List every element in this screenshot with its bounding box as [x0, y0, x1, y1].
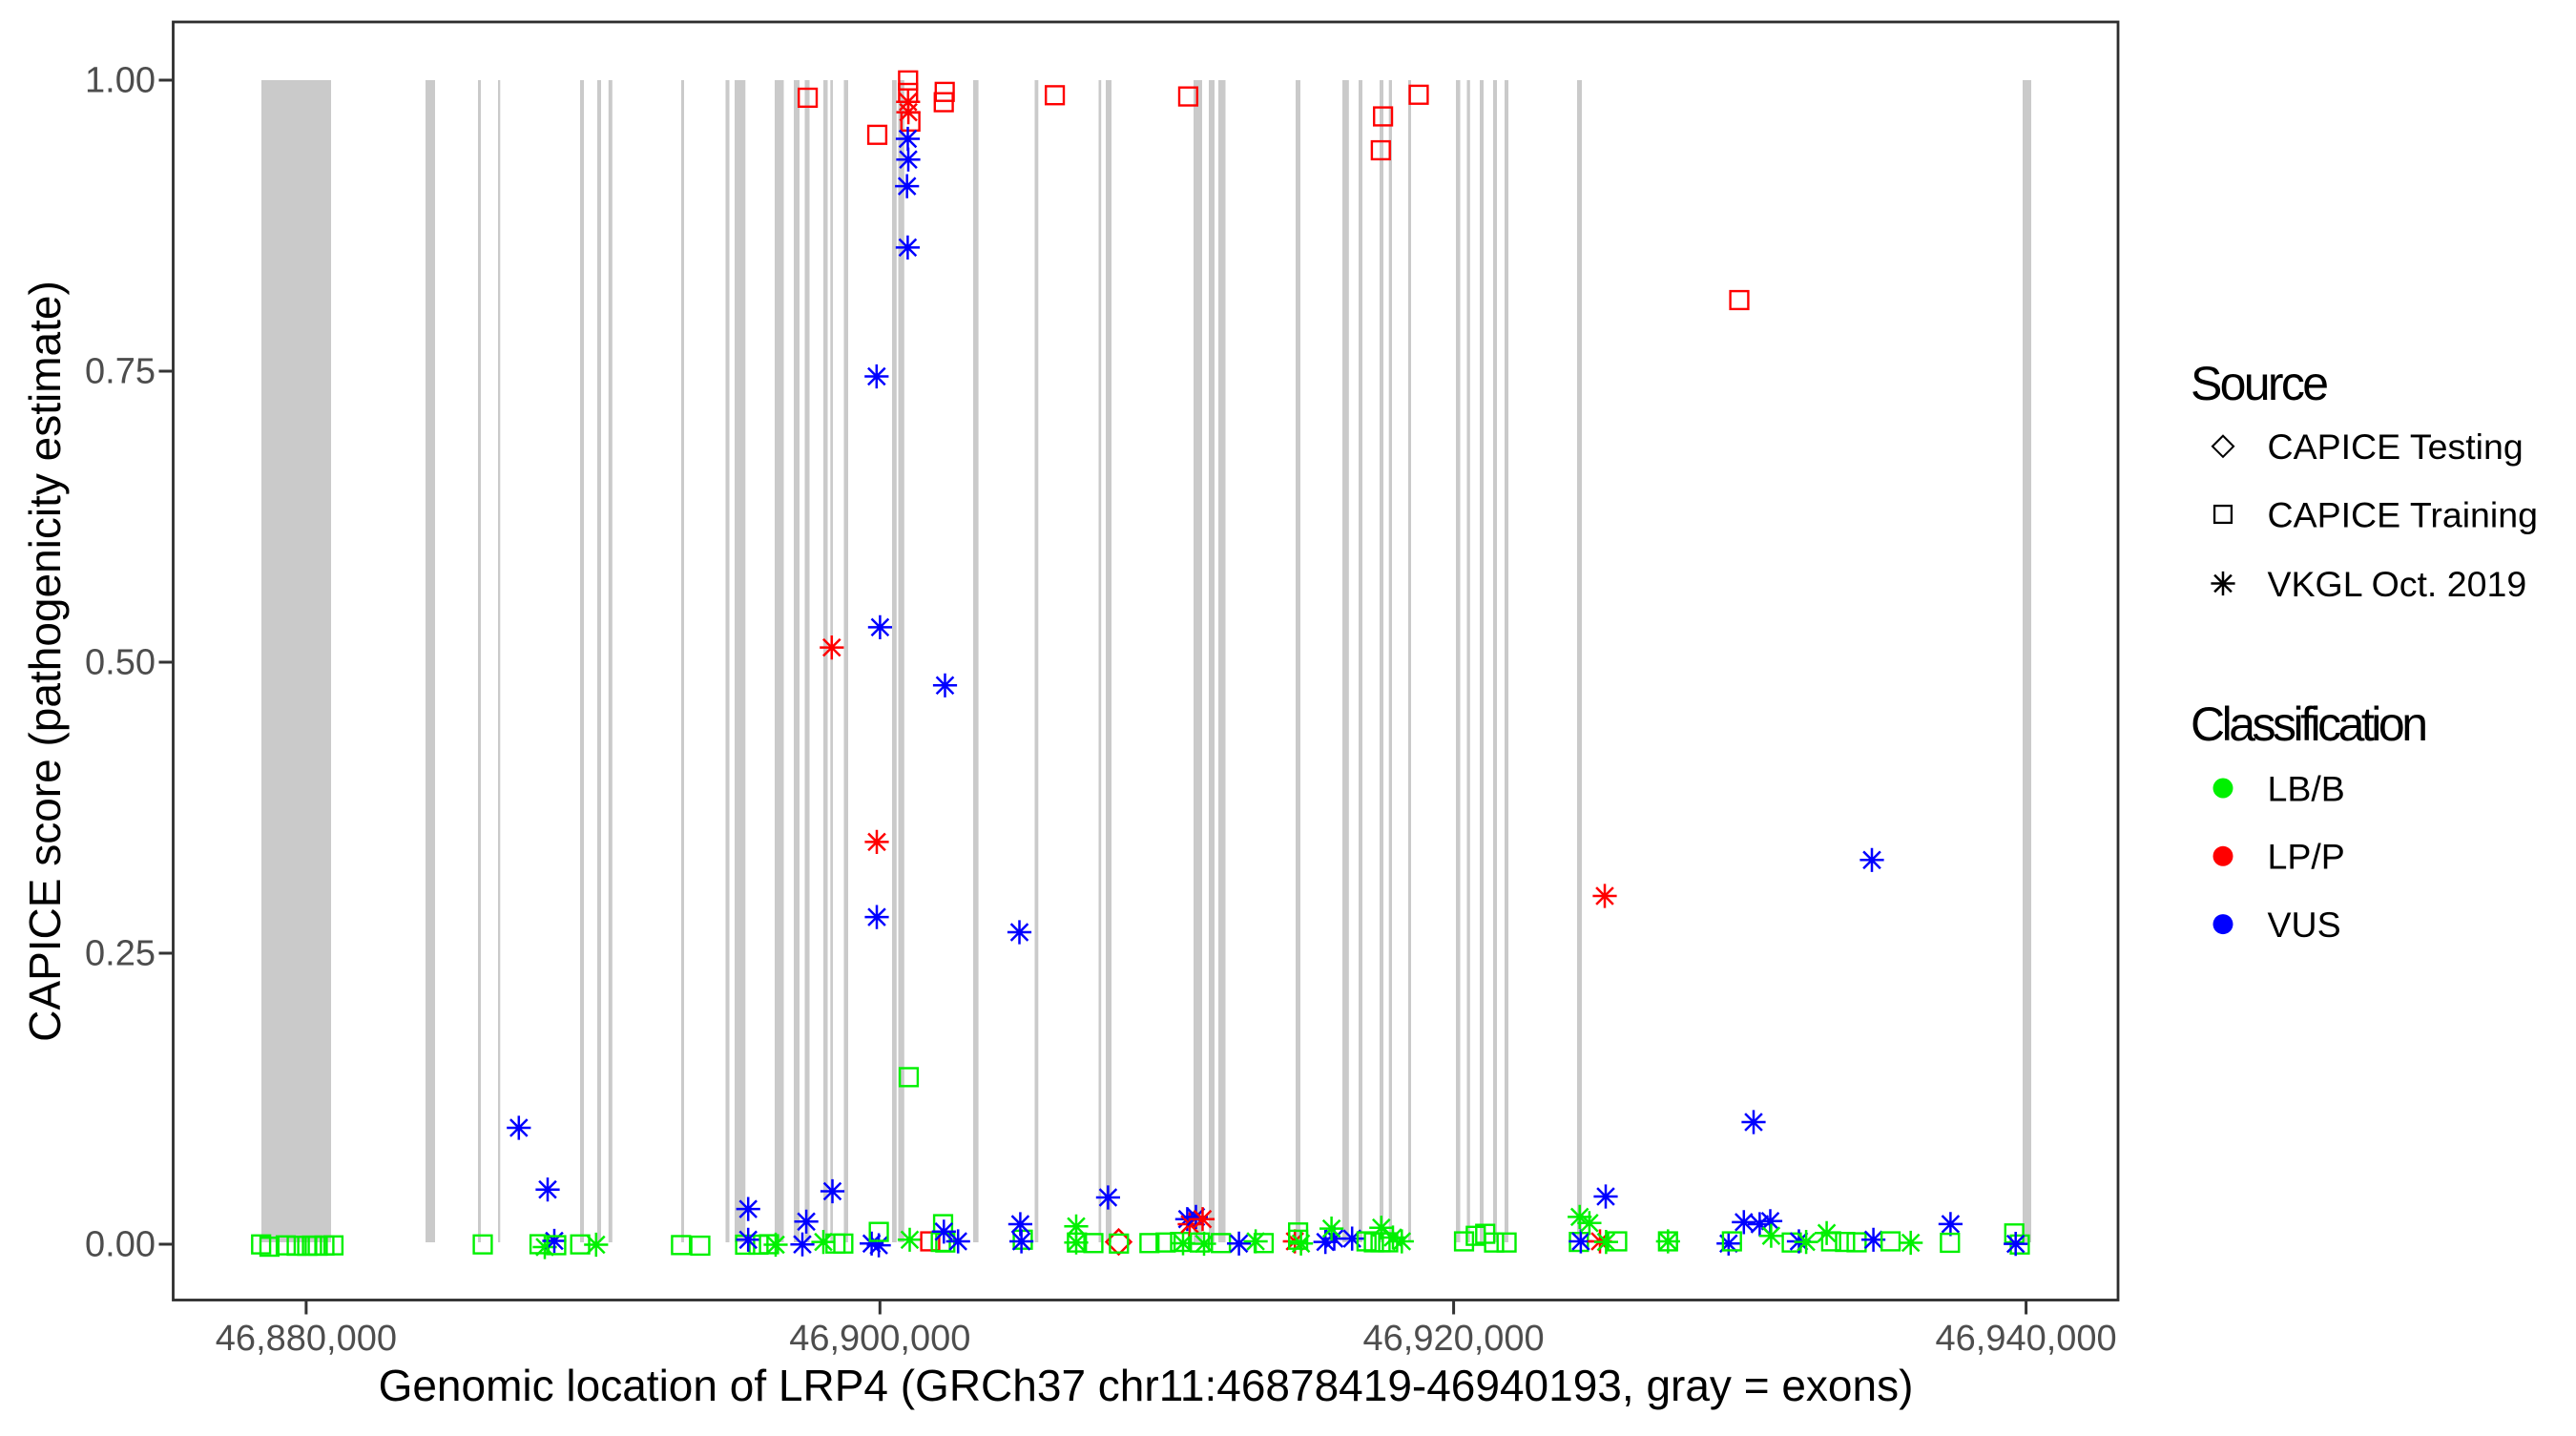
svg-text:CAPICE Testing: CAPICE Testing	[2268, 427, 2524, 467]
svg-text:CAPICE Training: CAPICE Training	[2268, 494, 2538, 534]
svg-text:LB/B: LB/B	[2268, 768, 2345, 808]
svg-text:Genomic location of LRP4 (GRCh: Genomic location of LRP4 (GRCh37 chr11:4…	[379, 1361, 1914, 1410]
svg-text:46,900,000: 46,900,000	[789, 1319, 970, 1359]
svg-text:46,940,000: 46,940,000	[1936, 1319, 2117, 1359]
svg-text:46,880,000: 46,880,000	[216, 1319, 397, 1359]
svg-text:LP/P: LP/P	[2268, 837, 2345, 877]
svg-text:0.50: 0.50	[85, 643, 156, 683]
svg-text:1.00: 1.00	[85, 61, 156, 101]
svg-text:0.75: 0.75	[85, 352, 156, 392]
svg-text:VKGL Oct. 2019: VKGL Oct. 2019	[2268, 564, 2527, 604]
svg-text:Classification: Classification	[2191, 697, 2428, 751]
svg-text:CAPICE score (pathogenicity es: CAPICE score (pathogenicity estimate)	[20, 281, 70, 1042]
svg-text:46,920,000: 46,920,000	[1363, 1319, 1545, 1359]
svg-text:0.00: 0.00	[85, 1225, 156, 1265]
svg-text:Source: Source	[2191, 357, 2329, 410]
svg-text:VUS: VUS	[2268, 905, 2341, 945]
svg-text:0.25: 0.25	[85, 934, 156, 974]
